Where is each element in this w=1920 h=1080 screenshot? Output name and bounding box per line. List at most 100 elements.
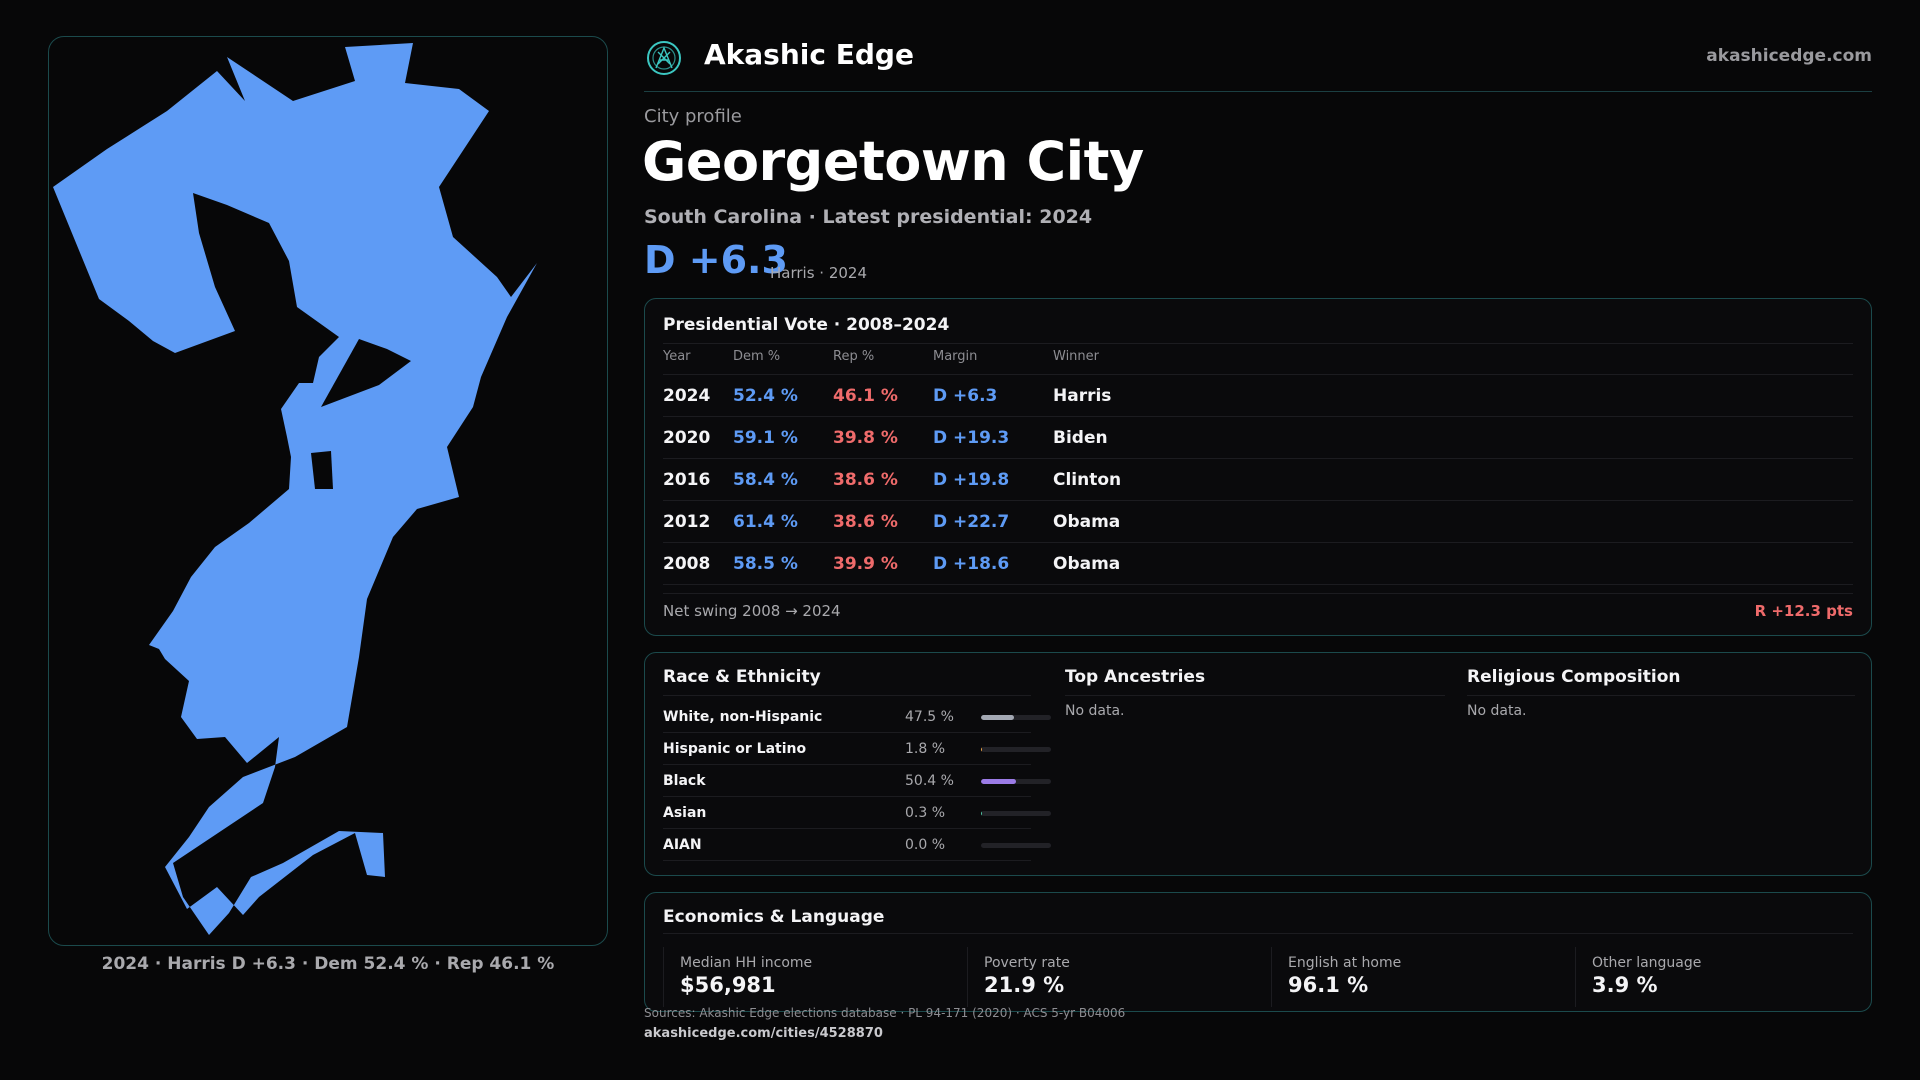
economics-card: Economics & Language Median HH income $5… — [644, 892, 1872, 1012]
metric-poverty-rate: Poverty rate 21.9 % — [967, 947, 1267, 1007]
race-pct: 0.0 % — [905, 837, 946, 853]
cell-winner: Harris — [1053, 386, 1112, 406]
ancestries-empty: No data. — [1065, 703, 1125, 719]
race-bar-fill — [981, 779, 1017, 784]
metric-english-at-home: English at home 96.1 % — [1271, 947, 1571, 1007]
divider — [663, 374, 1853, 375]
cell-rep: 38.6 % — [833, 512, 898, 532]
race-bar-fill — [981, 747, 983, 752]
site-header: Akashic Edge akashicedge.com — [644, 36, 1872, 92]
cell-rep: 39.9 % — [833, 554, 898, 574]
ancestries-title: Top Ancestries — [1065, 667, 1206, 687]
city-boundary-hole-1 — [321, 339, 411, 407]
race-bar-track — [981, 779, 1051, 784]
race-name: Hispanic or Latino — [663, 741, 807, 757]
cell-winner: Clinton — [1053, 470, 1122, 490]
cell-margin: D +19.8 — [933, 470, 1010, 490]
page-kicker: City profile — [644, 106, 742, 127]
cell-margin: D +18.6 — [933, 554, 1010, 574]
cell-margin: D +19.3 — [933, 428, 1010, 448]
divider — [663, 933, 1853, 934]
cell-winner: Obama — [1053, 512, 1121, 532]
divider — [663, 343, 1853, 344]
permalink[interactable]: akashicedge.com/cities/4528870 — [644, 1026, 883, 1041]
race-ethnicity-section: Race & Ethnicity White, non-Hispanic 47.… — [663, 653, 1051, 875]
race-pct: 47.5 % — [905, 709, 954, 725]
metric-value: 96.1 % — [1288, 973, 1369, 997]
demographics-card: Race & Ethnicity White, non-Hispanic 47.… — [644, 652, 1872, 876]
cell-year: 2020 — [663, 428, 711, 448]
cell-year: 2012 — [663, 512, 711, 532]
economics-title: Economics & Language — [663, 907, 885, 927]
cell-year: 2024 — [663, 386, 711, 406]
race-pct: 50.4 % — [905, 773, 954, 789]
cell-winner: Biden — [1053, 428, 1108, 448]
table-row: 2008 58.5 % 39.9 % D +18.6 Obama — [663, 543, 1853, 585]
cell-rep: 38.6 % — [833, 470, 898, 490]
table-row: 2016 58.4 % 38.6 % D +19.8 Clinton — [663, 459, 1853, 501]
race-bar-fill — [981, 811, 983, 816]
metric-value: $56,981 — [680, 973, 776, 997]
sources-note: Sources: Akashic Edge elections database… — [644, 1006, 1126, 1020]
cell-dem: 59.1 % — [733, 428, 798, 448]
metric-label: Median HH income — [680, 955, 813, 971]
metric-other-language: Other language 3.9 % — [1575, 947, 1875, 1007]
divider — [663, 593, 1853, 594]
cell-year: 2016 — [663, 470, 711, 490]
cell-rep: 46.1 % — [833, 386, 898, 406]
col-header-winner: Winner — [1053, 349, 1100, 364]
table-row: 2012 61.4 % 38.6 % D +22.7 Obama — [663, 501, 1853, 543]
divider — [1467, 695, 1855, 696]
net-swing-value: R +12.3 pts — [1754, 602, 1853, 620]
table-row: 2020 59.1 % 39.8 % D +19.3 Biden — [663, 417, 1853, 459]
cell-dem: 61.4 % — [733, 512, 798, 532]
presidential-vote-title: Presidential Vote · 2008–2024 — [663, 315, 950, 335]
cell-dem: 58.5 % — [733, 554, 798, 574]
race-row: AIAN 0.0 % — [663, 829, 1051, 861]
site-link[interactable]: akashicedge.com — [1706, 46, 1872, 66]
city-boundary-shape — [53, 43, 537, 935]
col-header-dem: Dem % — [733, 349, 781, 364]
metric-value: 21.9 % — [984, 973, 1065, 997]
akashic-edge-logo-icon[interactable] — [646, 40, 682, 76]
cell-dem: 58.4 % — [733, 470, 798, 490]
race-name: Asian — [663, 805, 707, 821]
metric-value: 3.9 % — [1592, 973, 1658, 997]
metric-median-income: Median HH income $56,981 — [663, 947, 963, 1007]
col-header-margin: Margin — [933, 349, 978, 364]
race-pct: 0.3 % — [905, 805, 946, 821]
cell-year: 2008 — [663, 554, 711, 574]
race-row: Asian 0.3 % — [663, 797, 1051, 829]
map-caption: 2024 · Harris D +6.3 · Dem 52.4 % · Rep … — [101, 954, 555, 974]
race-ethnicity-title: Race & Ethnicity — [663, 667, 821, 687]
religion-empty: No data. — [1467, 703, 1527, 719]
col-header-rep: Rep % — [833, 349, 875, 364]
brand-name[interactable]: Akashic Edge — [704, 38, 914, 71]
cell-rep: 39.8 % — [833, 428, 898, 448]
race-row: White, non-Hispanic 47.5 % — [663, 701, 1051, 733]
race-bar-fill — [981, 715, 1015, 720]
cell-margin: D +6.3 — [933, 386, 998, 406]
net-swing-label: Net swing 2008 → 2024 — [663, 602, 841, 620]
race-pct: 1.8 % — [905, 741, 946, 757]
metric-label: English at home — [1288, 955, 1402, 971]
page-title: Georgetown City — [642, 130, 1144, 193]
metric-label: Other language — [1592, 955, 1702, 971]
presidential-vote-card: Presidential Vote · 2008–2024 Year Dem %… — [644, 298, 1872, 636]
latest-margin: D +6.3 — [644, 238, 788, 282]
city-shape-map — [53, 43, 537, 935]
race-name: Black — [663, 773, 706, 789]
cell-dem: 52.4 % — [733, 386, 798, 406]
religion-title: Religious Composition — [1467, 667, 1681, 687]
metric-label: Poverty rate — [984, 955, 1070, 971]
race-row: Hispanic or Latino 1.8 % — [663, 733, 1051, 765]
divider — [1065, 695, 1445, 696]
religion-section: Religious Composition No data. — [1467, 653, 1855, 875]
cell-margin: D +22.7 — [933, 512, 1010, 532]
race-bar-track — [981, 715, 1051, 720]
page-subtitle: South Carolina · Latest presidential: 20… — [644, 206, 1093, 228]
cell-winner: Obama — [1053, 554, 1121, 574]
latest-margin-note: Harris · 2024 — [770, 264, 868, 282]
race-bar-track — [981, 747, 1051, 752]
divider — [663, 695, 1031, 696]
